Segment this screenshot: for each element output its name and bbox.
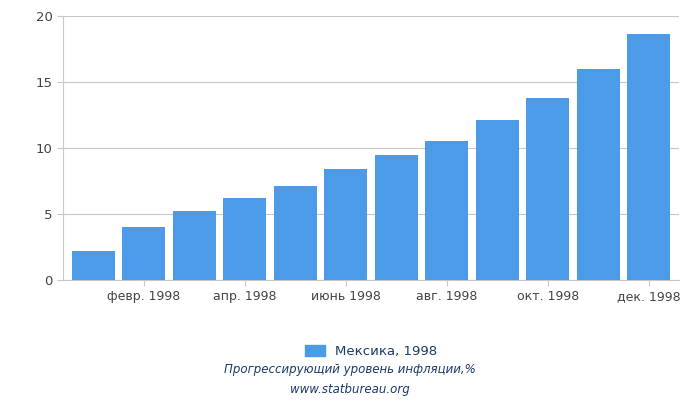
Bar [223, 198, 266, 280]
Text: www.statbureau.org: www.statbureau.org [290, 384, 410, 396]
Text: Прогрессирующий уровень инфляции,%: Прогрессирующий уровень инфляции,% [224, 364, 476, 376]
Bar [72, 251, 115, 280]
Bar [627, 34, 670, 280]
Bar [374, 154, 418, 280]
Bar [476, 120, 519, 280]
Bar [122, 227, 165, 280]
Bar [577, 69, 620, 280]
Bar [426, 141, 468, 280]
Bar [526, 98, 569, 280]
Bar [173, 211, 216, 280]
Legend: Мексика, 1998: Мексика, 1998 [300, 339, 442, 363]
Bar [324, 169, 368, 280]
Bar [274, 186, 316, 280]
